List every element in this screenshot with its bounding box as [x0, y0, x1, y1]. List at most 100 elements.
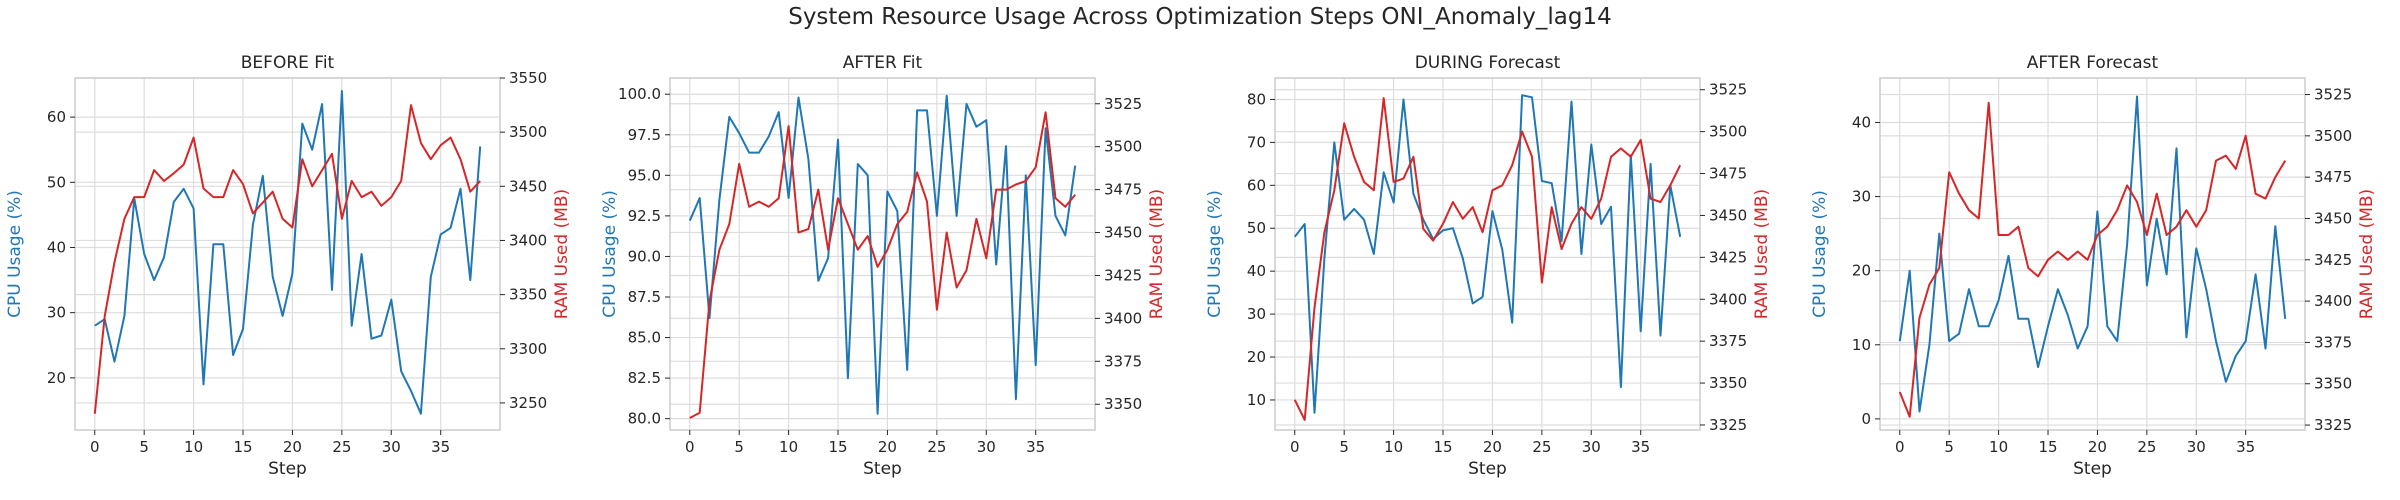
- x-tick-label: 10: [184, 438, 203, 456]
- y-right-tick-label: 3500: [1709, 123, 1747, 141]
- y-tick-label: 10: [1247, 391, 1266, 409]
- y-tick-label: 82.5: [628, 369, 661, 387]
- x-tick-label: 0: [685, 438, 695, 456]
- y-axis-label-ram: RAM Used (MB): [1752, 189, 1772, 319]
- x-tick-label: 0: [90, 438, 100, 456]
- y-right-tick-label: 3500: [509, 123, 547, 141]
- x-axis-label: Step: [863, 459, 902, 479]
- y-tick-label: 70: [1247, 133, 1266, 151]
- y-right-tick-label: 3425: [2314, 251, 2352, 269]
- x-tick-label: 35: [1631, 438, 1650, 456]
- x-tick-label: 30: [977, 438, 996, 456]
- cpu-series-line: [1898, 95, 2287, 413]
- y-tick-label: 85.0: [628, 329, 661, 347]
- y-tick-label: 30: [1247, 305, 1266, 323]
- y-axis-label-cpu: CPU Usage (%): [5, 190, 25, 318]
- y-right-tick-label: 3525: [2314, 86, 2352, 104]
- x-tick-label: 25: [927, 438, 946, 456]
- y-right-tick-label: 3550: [509, 69, 547, 87]
- y-right-tick-label: 3400: [1104, 309, 1142, 327]
- y-tick-label: 97.5: [628, 126, 661, 144]
- y-tick-label: 60: [47, 108, 66, 126]
- y-right-tick-label: 3450: [509, 177, 547, 195]
- x-tick-label: 20: [878, 438, 897, 456]
- plot-frame: [669, 77, 1096, 431]
- ram-series-line: [689, 111, 1076, 419]
- y-right-tick-label: 3350: [2314, 375, 2352, 393]
- y-axis-label-cpu: CPU Usage (%): [600, 190, 620, 318]
- y-tick-label: 92.5: [628, 207, 661, 225]
- x-tick-label: 15: [2038, 438, 2057, 456]
- cpu-series-line: [1294, 94, 1682, 414]
- ram-series-line: [1293, 97, 1682, 421]
- x-tick-label: 25: [2137, 438, 2156, 456]
- x-tick-label: 5: [734, 438, 744, 456]
- x-tick-label: 35: [431, 438, 450, 456]
- y-right-tick-label: 3375: [2314, 333, 2352, 351]
- y-right-tick-label: 3350: [1104, 395, 1142, 413]
- x-tick-label: 20: [2088, 438, 2107, 456]
- y-tick-label: 80: [1247, 90, 1266, 108]
- y-tick-label: 30: [47, 304, 66, 322]
- x-tick-label: 10: [1384, 438, 1403, 456]
- y-axis-label-cpu: CPU Usage (%): [1205, 190, 1225, 318]
- x-axis-label: Step: [1468, 459, 1507, 479]
- x-tick-label: 20: [283, 438, 302, 456]
- y-right-tick-label: 3475: [2314, 168, 2352, 186]
- y-right-tick-label: 3375: [1104, 352, 1142, 370]
- y-tick-label: 95.0: [628, 166, 661, 184]
- x-tick-label: 5: [1944, 438, 1954, 456]
- y-tick-label: 40: [47, 238, 66, 256]
- ram-series-line: [93, 104, 481, 414]
- y-tick-label: 20: [47, 369, 66, 387]
- y-tick-label: 20: [1852, 262, 1871, 280]
- y-tick-label: 80.0: [628, 410, 661, 428]
- y-right-tick-label: 3375: [1709, 332, 1747, 350]
- chart-title: BEFORE Fit: [241, 53, 335, 73]
- y-right-tick-label: 3400: [2314, 292, 2352, 310]
- y-axis-label-ram: RAM Used (MB): [2357, 189, 2377, 319]
- x-tick-label: 10: [779, 438, 798, 456]
- cpu-series-line: [94, 90, 482, 415]
- y-right-tick-label: 3450: [1104, 224, 1142, 242]
- y-axis-label-ram: RAM Used (MB): [1147, 189, 1167, 319]
- y-right-tick-label: 3425: [1709, 248, 1747, 266]
- y-right-tick-label: 3525: [1104, 95, 1142, 113]
- chart-title: DURING Forecast: [1415, 53, 1561, 73]
- x-tick-label: 5: [1339, 438, 1349, 456]
- y-tick-label: 87.5: [628, 288, 661, 306]
- x-tick-label: 35: [2236, 438, 2255, 456]
- x-tick-label: 5: [139, 438, 149, 456]
- y-right-tick-label: 3300: [509, 340, 547, 358]
- y-right-tick-label: 3250: [509, 394, 547, 412]
- y-right-tick-label: 3400: [1709, 290, 1747, 308]
- figure-title: System Resource Usage Across Optimizatio…: [788, 4, 1612, 30]
- y-tick-label: 50: [1247, 219, 1266, 237]
- y-right-tick-label: 3325: [1709, 416, 1747, 434]
- plot-frame: [1274, 77, 1701, 431]
- ram-series-line: [1898, 101, 2287, 418]
- plot-frame: [74, 77, 501, 431]
- y-right-tick-label: 3525: [1709, 81, 1747, 99]
- x-tick-label: 20: [1483, 438, 1502, 456]
- cpu-series-line: [688, 94, 1077, 415]
- y-right-tick-label: 3425: [1104, 266, 1142, 284]
- y-right-tick-label: 3475: [1709, 165, 1747, 183]
- x-tick-label: 10: [1989, 438, 2008, 456]
- x-tick-label: 0: [1895, 438, 1905, 456]
- x-tick-label: 0: [1290, 438, 1300, 456]
- y-tick-label: 40: [1247, 262, 1266, 280]
- y-tick-label: 50: [47, 173, 66, 191]
- y-tick-label: 40: [1852, 113, 1871, 131]
- chart-title: AFTER Fit: [843, 53, 923, 73]
- y-tick-label: 20: [1247, 348, 1266, 366]
- y-right-tick-label: 3500: [1104, 138, 1142, 156]
- x-axis-label: Step: [268, 459, 307, 479]
- y-axis-label-ram: RAM Used (MB): [552, 189, 572, 319]
- x-tick-label: 25: [1532, 438, 1551, 456]
- y-right-tick-label: 3450: [2314, 209, 2352, 227]
- x-tick-label: 25: [332, 438, 351, 456]
- y-right-tick-label: 3400: [509, 231, 547, 249]
